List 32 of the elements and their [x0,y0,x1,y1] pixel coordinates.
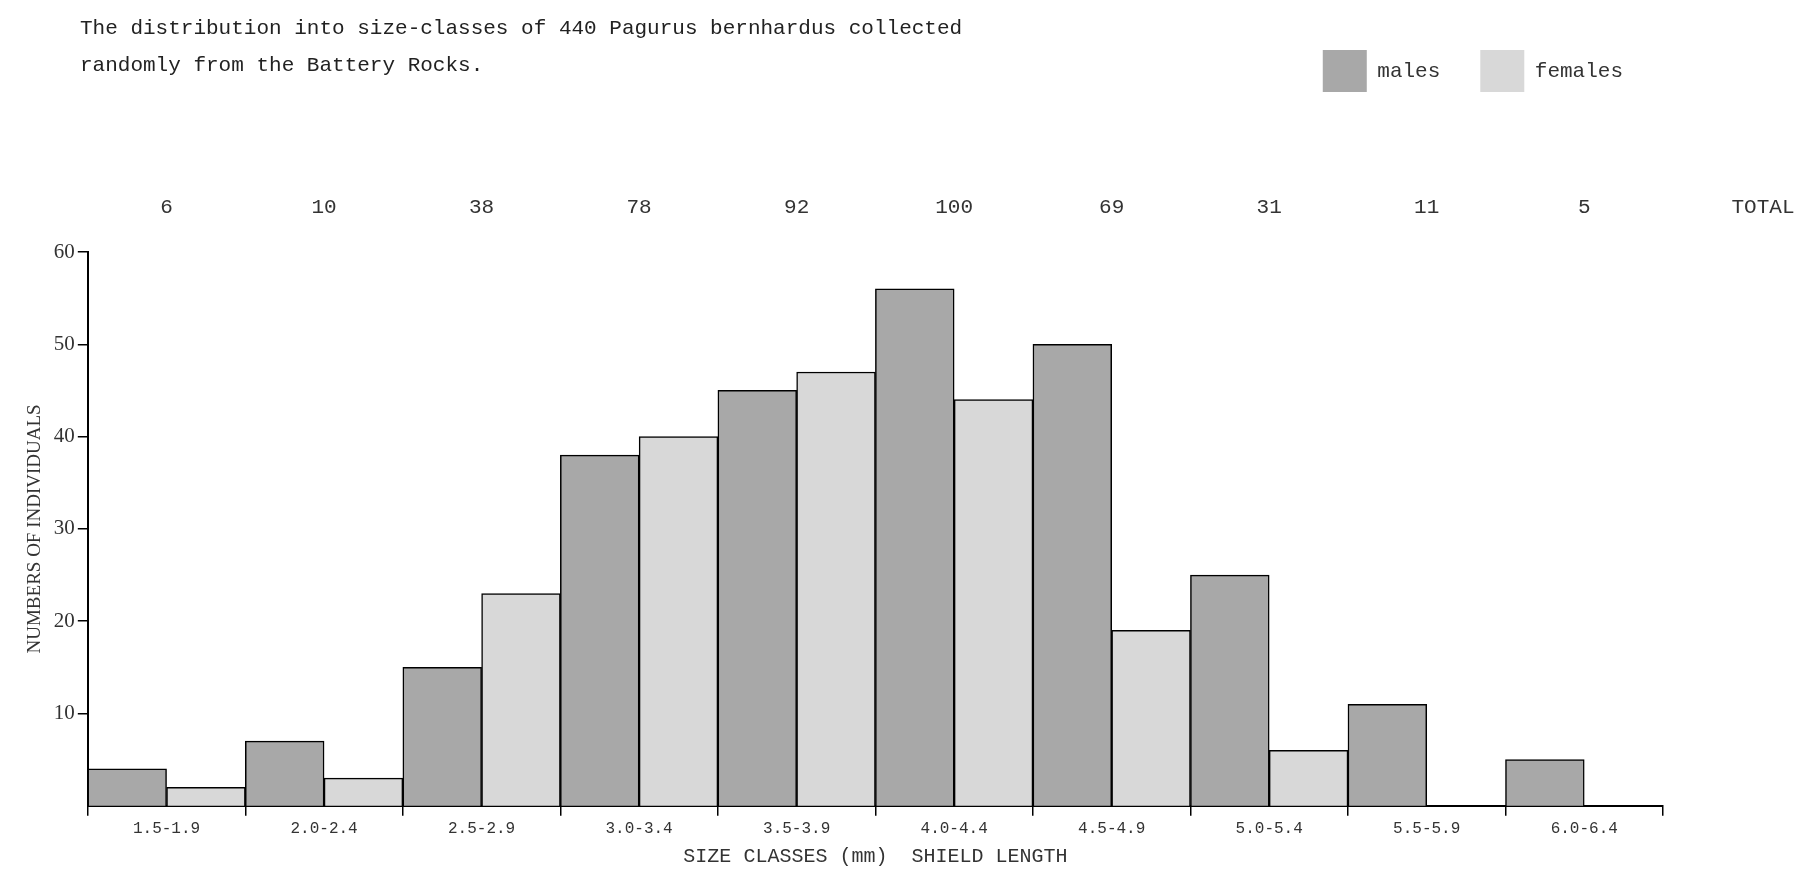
y-tick-label: 30 [53,515,75,540]
x-axis-title: SIZE CLASSES (mm) SHIELD LENGTH [683,845,1068,869]
x-tick-label: 3.0-3.4 [605,819,673,838]
text: 31 [1256,195,1282,219]
x-tick-label: 2.0-2.4 [290,819,358,838]
x-tick-label: 6.0-6.4 [1550,819,1618,838]
text: 10 [311,195,337,219]
legend-label: females [1534,59,1623,83]
x-tick-label: 1.5-1.9 [132,819,201,838]
x-tick-label: 4.0-4.4 [920,819,988,838]
y-tick-label: 50 [53,330,75,355]
text: 78 [626,195,652,219]
text: 92 [784,195,810,219]
x-tick-label: 4.5-4.9 [1078,819,1146,838]
x-tick-label: 2.5-2.9 [447,819,516,838]
y-tick-label: 40 [53,423,75,448]
text: 100 [935,195,974,219]
text: 69 [1099,195,1125,219]
y-tick-label: 10 [53,700,75,725]
x-tick-label: 5.0-5.4 [1235,819,1303,838]
text: 11 [1414,195,1440,219]
y-tick-label: 60 [53,238,75,263]
text: 5 [1577,195,1591,219]
text: TOTAL [1731,195,1795,219]
chart-title: The distribution into size-classes of 440 Pagurus bernhardus collected randomly from the Battery Rocks. [80,16,964,79]
text: 6 [160,195,173,219]
y-axis-title: NUMBERS OF INDIVIDUALS [23,404,45,654]
legend-label: males [1377,59,1441,83]
x-tick-label: 5.5-5.9 [1393,819,1461,838]
y-tick-label: 20 [53,607,75,632]
text: 38 [468,195,495,219]
x-tick-label: 3.5-3.9 [763,819,831,838]
